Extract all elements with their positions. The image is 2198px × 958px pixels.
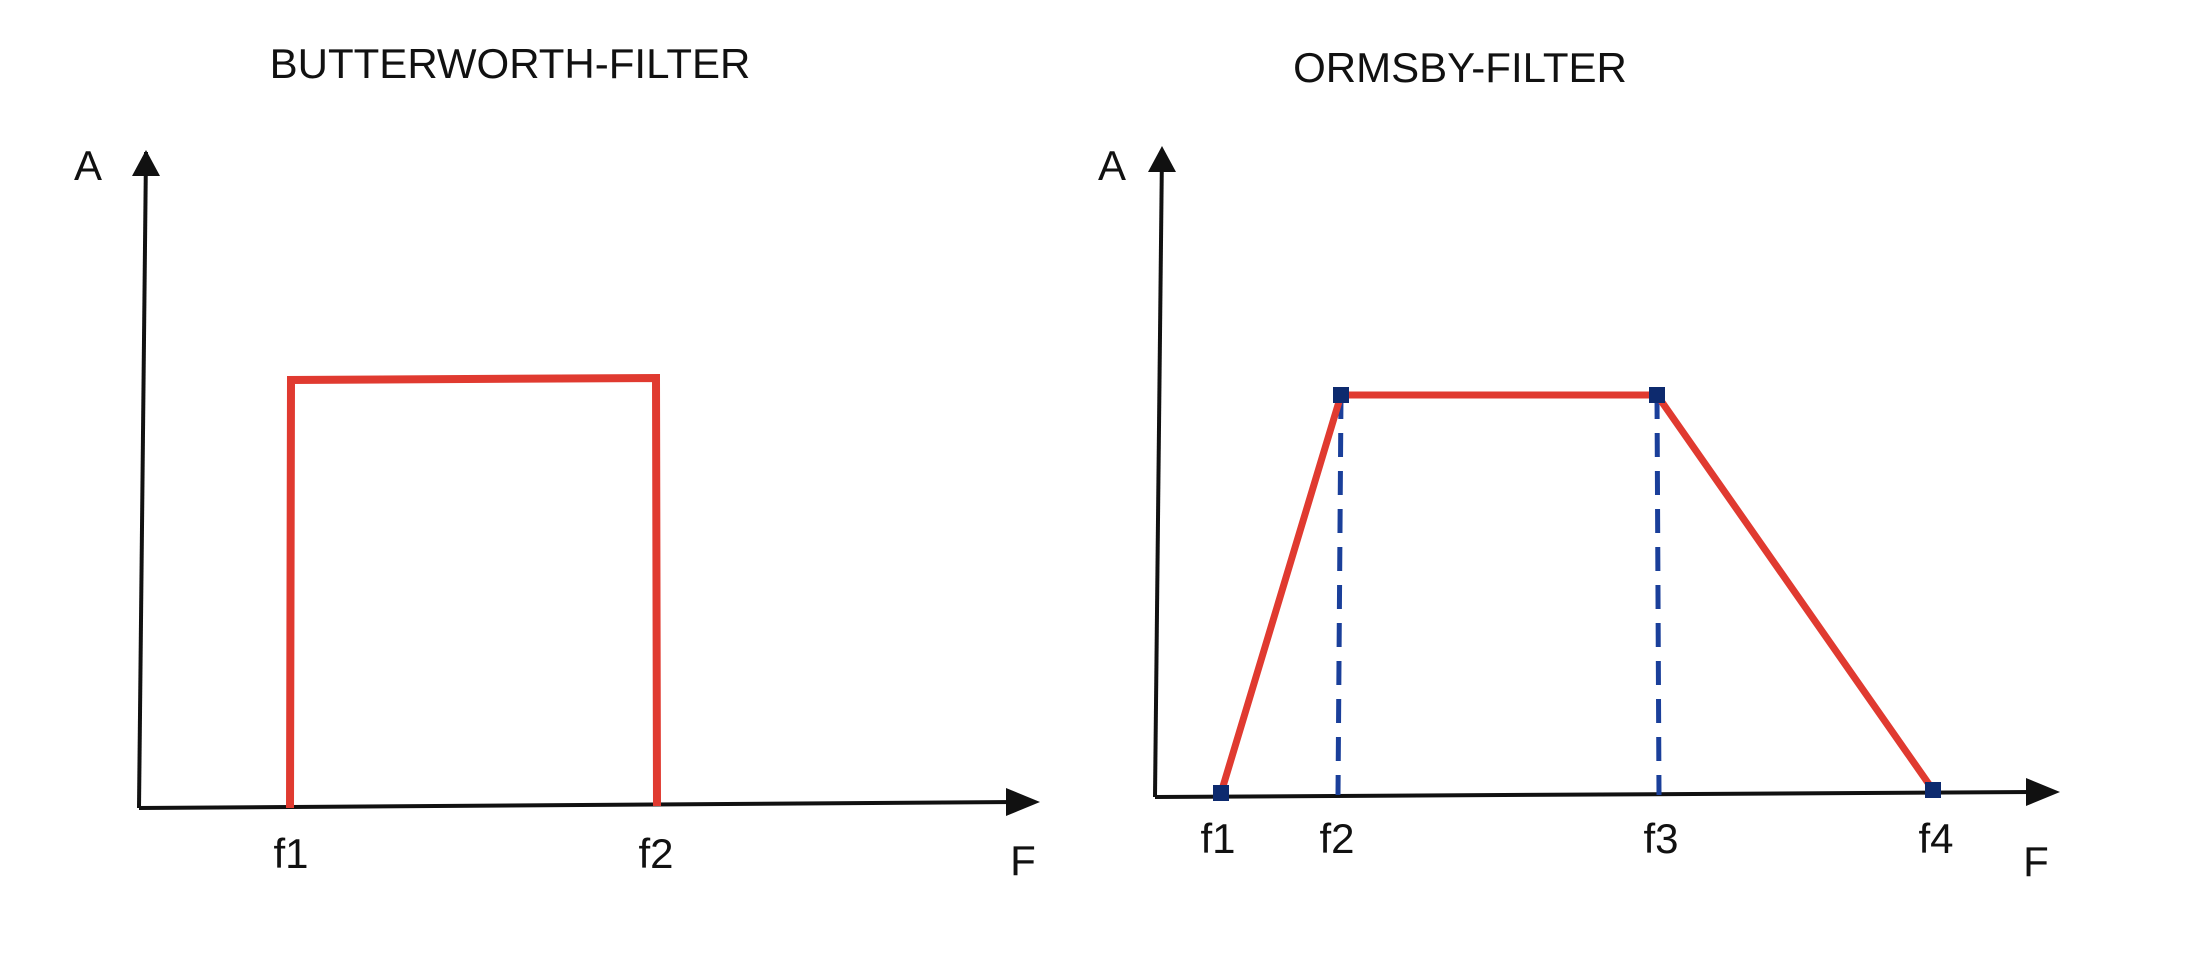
ormsby-marker-f1	[1213, 785, 1229, 801]
ormsby-tick-f3: f3	[1643, 815, 1678, 862]
ormsby-y-axis-label: A	[1098, 142, 1126, 189]
ormsby-x-axis-arrow	[2026, 778, 2060, 806]
butterworth-title: BUTTERWORTH-FILTER	[270, 40, 751, 87]
ormsby-tick-f2: f2	[1319, 815, 1354, 862]
ormsby-y-axis-arrow	[1148, 146, 1176, 172]
butterworth-y-axis-arrow	[132, 150, 160, 176]
butterworth-response-curve	[286, 373, 661, 809]
ormsby-title: ORMSBY-FILTER	[1293, 44, 1627, 91]
butterworth-y-axis	[137, 151, 148, 809]
ormsby-x-axis-label: F	[2023, 838, 2049, 885]
butterworth-tick-f2: f2	[638, 830, 673, 877]
ormsby-marker-f3	[1649, 387, 1665, 403]
ormsby-response-curve	[1217, 391, 1936, 795]
ormsby-marker-f4	[1925, 782, 1941, 798]
butterworth-y-axis-label: A	[74, 142, 102, 189]
ormsby-marker-f2	[1333, 387, 1349, 403]
ormsby-guide-f3	[1654, 394, 1662, 796]
ormsby-y-axis	[1153, 149, 1164, 798]
butterworth-x-axis-label: F	[1010, 837, 1036, 884]
ormsby-tick-f4: f4	[1918, 815, 1953, 862]
ormsby-x-axis	[1154, 790, 2041, 799]
butterworth-tick-f1: f1	[273, 830, 308, 877]
ormsby-guide-f2	[1335, 394, 1344, 796]
butterworth-panel: BUTTERWORTH-FILTER A F f1 f2	[74, 40, 1040, 884]
butterworth-x-axis-arrow	[1006, 788, 1040, 816]
butterworth-x-axis	[138, 800, 1021, 810]
ormsby-panel: ORMSBY-FILTER A F f1 f2 f3 f4	[1098, 44, 2060, 885]
ormsby-tick-f1: f1	[1200, 815, 1235, 862]
